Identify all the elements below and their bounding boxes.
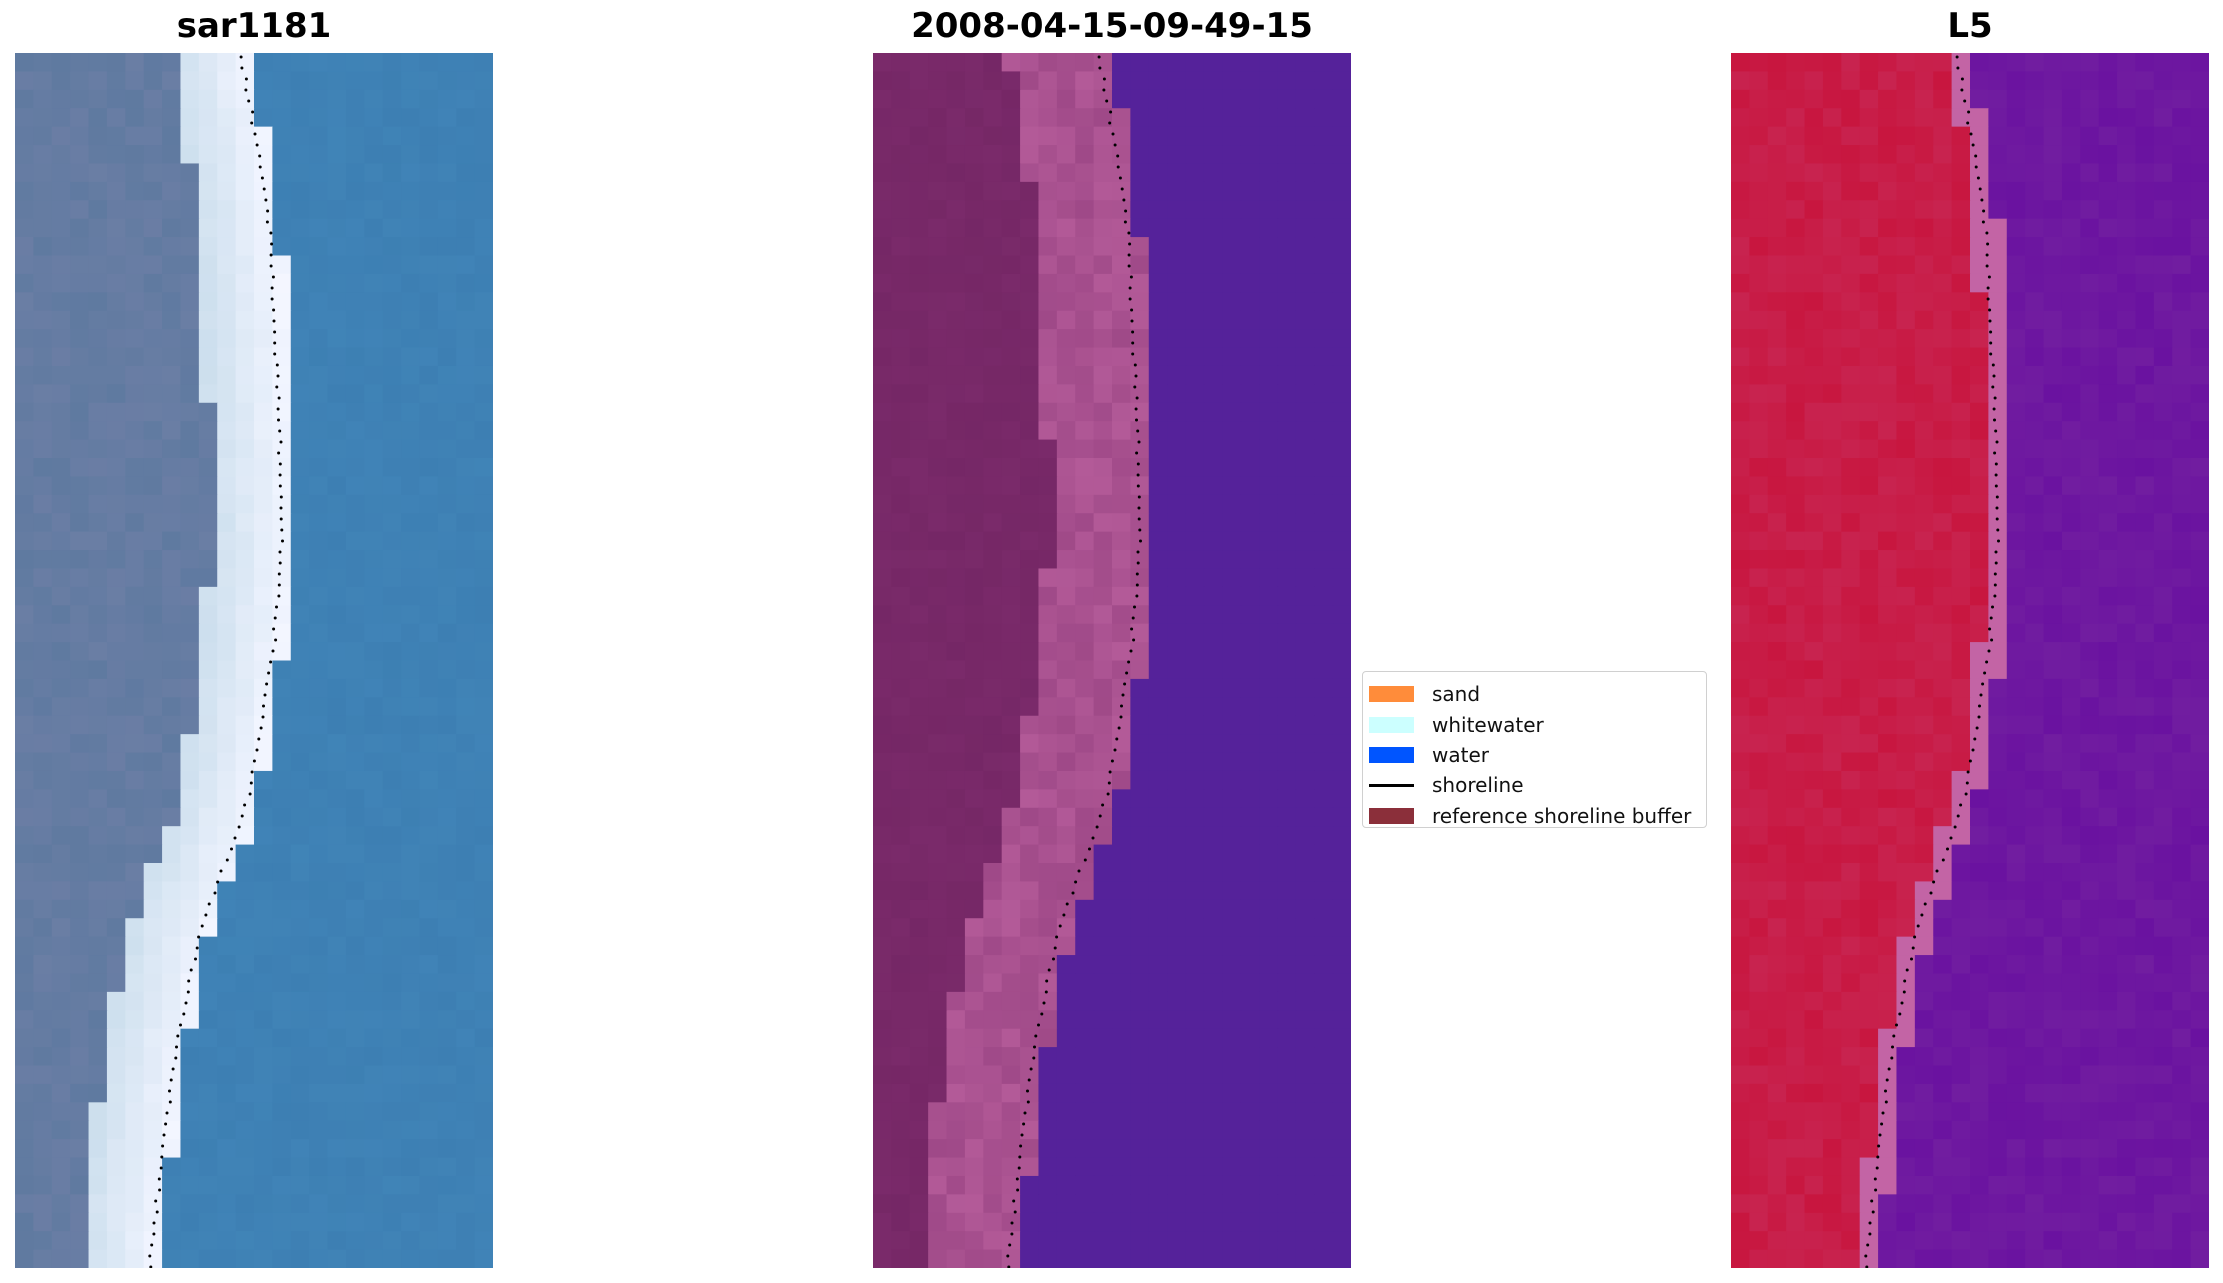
legend-label: sand [1432,682,1481,707]
legend-label: water [1432,742,1489,767]
legend-label: whitewater [1432,712,1544,737]
whitewater-swatch [1369,716,1414,733]
legend: sand whitewater water shoreline referenc… [1362,671,1707,828]
shoreline-swatch [1369,783,1414,787]
legend-item-water: water [1369,740,1706,770]
reference-buffer-swatch [1369,807,1414,824]
legend-item-shoreline: shoreline [1369,770,1706,800]
legend-label: shoreline [1432,773,1524,798]
legend-item-whitewater: whitewater [1369,709,1706,739]
classification-image-panel [873,53,1351,1268]
legend-item-reference-buffer: reference shoreline buffer [1369,801,1706,831]
rgb-image-panel [15,53,493,1268]
legend-item-sand: sand [1369,679,1706,709]
panel-title-mndwi: L5 [1947,6,1993,46]
sand-swatch [1369,686,1414,703]
mndwi-image-panel [1731,53,2209,1268]
panel-title-classification: 2008-04-15-09-49-15 [911,6,1313,46]
mndwi-image [1731,53,2209,1268]
panel-title-rgb: sar1181 [176,6,332,46]
legend-label: reference shoreline buffer [1432,803,1692,828]
water-swatch [1369,746,1414,763]
classified-image [873,53,1351,1268]
rgb-satellite-image [15,53,493,1268]
